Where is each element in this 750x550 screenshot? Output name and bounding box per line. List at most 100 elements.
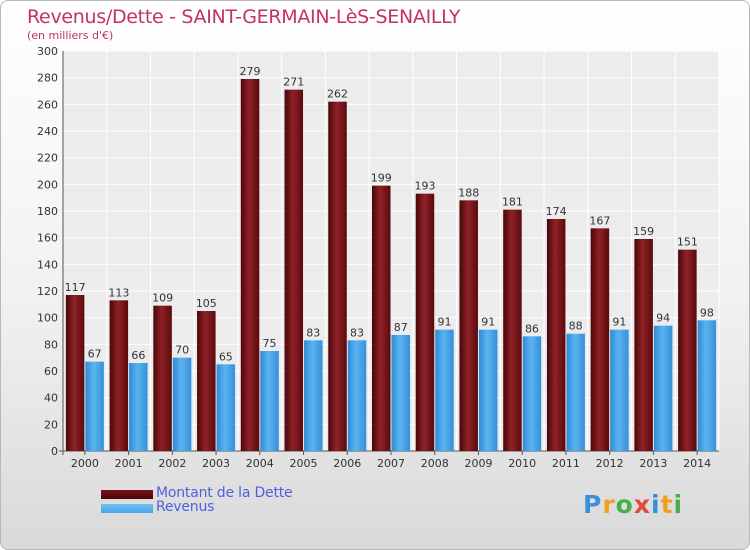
bar-dette <box>415 193 435 451</box>
data-label-dette: 188 <box>458 186 479 199</box>
legend-label-debt: Montant de la Dette <box>156 485 293 501</box>
data-label-dette: 167 <box>589 214 610 227</box>
y-tick-label: 20 <box>44 418 58 431</box>
data-label-revenus: 83 <box>306 326 320 339</box>
x-tick-label: 2011 <box>552 457 580 470</box>
y-tick-label: 200 <box>37 178 58 191</box>
x-tick-label: 2014 <box>683 457 711 470</box>
data-label-revenus: 91 <box>481 316 495 329</box>
y-tick-label: 80 <box>44 338 58 351</box>
bar-dette <box>590 228 610 451</box>
x-tick-label: 2005 <box>290 457 318 470</box>
bar-dette <box>197 311 216 451</box>
data-label-revenus: 87 <box>394 321 408 334</box>
bar-revenus <box>347 340 367 451</box>
data-label-dette: 262 <box>327 88 348 101</box>
bar-revenus <box>216 364 236 451</box>
x-tick-label: 2004 <box>246 457 274 470</box>
y-tick-label: 160 <box>37 232 58 245</box>
data-label-revenus: 83 <box>350 326 364 339</box>
data-label-dette: 151 <box>677 236 698 249</box>
y-tick-label: 280 <box>37 72 58 85</box>
bar-dette <box>546 219 566 451</box>
y-tick-label: 180 <box>37 205 58 218</box>
bar-dette <box>634 239 653 451</box>
x-tick-label: 2000 <box>71 457 99 470</box>
y-tick-label: 60 <box>44 365 58 378</box>
bar-revenus <box>566 333 585 451</box>
bar-revenus <box>129 363 148 451</box>
bar-revenus <box>653 325 673 451</box>
bar-dette <box>284 89 304 452</box>
bar-dette <box>503 209 522 451</box>
data-label-dette: 199 <box>371 172 392 185</box>
data-label-dette: 105 <box>196 297 217 310</box>
chart-subtitle: (en milliers d'€) <box>27 29 114 42</box>
y-tick-label: 300 <box>37 45 58 58</box>
logo-letter: i <box>673 490 684 519</box>
legend-swatch-revenus <box>101 504 153 513</box>
bar-revenus <box>304 340 323 451</box>
data-label-revenus: 67 <box>88 348 102 361</box>
logo-letter: r <box>602 490 616 519</box>
bar-dette <box>109 300 129 451</box>
data-label-dette: 117 <box>65 281 86 294</box>
proxiti-logo: Proxiti <box>583 490 683 519</box>
x-tick-label: 2007 <box>377 457 405 470</box>
data-label-dette: 174 <box>546 205 567 218</box>
bar-revenus <box>522 336 542 451</box>
x-tick-label: 2002 <box>158 457 186 470</box>
plot-area <box>63 51 719 451</box>
logo-letter: o <box>615 490 634 519</box>
data-label-dette: 113 <box>108 286 129 299</box>
bar-dette <box>65 295 85 451</box>
y-tick-label: 100 <box>37 312 58 325</box>
y-tick-label: 140 <box>37 258 58 271</box>
x-tick-label: 2006 <box>333 457 361 470</box>
data-label-dette: 279 <box>240 65 261 78</box>
bar-revenus <box>435 329 454 451</box>
bar-revenus <box>391 335 410 451</box>
y-tick-label: 240 <box>37 125 58 138</box>
bar-revenus <box>260 351 279 451</box>
y-tick-label: 120 <box>37 285 58 298</box>
x-tick-label: 2001 <box>115 457 143 470</box>
bar-dette <box>240 79 260 451</box>
bar-revenus <box>85 361 104 451</box>
bar-revenus <box>478 329 498 451</box>
data-label-dette: 109 <box>152 292 173 305</box>
data-label-revenus: 65 <box>219 350 233 363</box>
x-tick-label: 2012 <box>596 457 624 470</box>
logo-letter: P <box>583 490 603 519</box>
x-tick-label: 2003 <box>202 457 230 470</box>
data-label-dette: 159 <box>633 225 654 238</box>
bar-dette <box>459 200 478 451</box>
bar-dette <box>678 249 697 451</box>
x-tick-label: 2009 <box>464 457 492 470</box>
y-tick-label: 0 <box>51 445 58 458</box>
y-tick-label: 40 <box>44 392 58 405</box>
logo-letter: i <box>651 490 661 519</box>
data-label-revenus: 66 <box>131 349 145 362</box>
bar-revenus <box>697 320 717 451</box>
bar-dette <box>328 101 347 452</box>
legend-swatch-debt <box>101 490 153 499</box>
data-label-revenus: 91 <box>612 316 626 329</box>
bar-dette <box>153 305 172 451</box>
data-label-dette: 193 <box>414 180 435 193</box>
data-label-revenus: 86 <box>525 322 539 335</box>
chart-title: Revenus/Dette - SAINT-GERMAIN-LèS-SENAIL… <box>27 6 461 28</box>
data-label-dette: 181 <box>502 196 523 209</box>
x-tick-label: 2008 <box>421 457 449 470</box>
data-label-revenus: 88 <box>569 320 583 333</box>
data-label-revenus: 70 <box>175 344 189 357</box>
data-label-revenus: 91 <box>437 316 451 329</box>
data-label-revenus: 98 <box>700 306 714 319</box>
bar-revenus <box>172 357 192 451</box>
x-tick-label: 2013 <box>639 457 667 470</box>
bar-dette <box>372 185 391 451</box>
data-label-dette: 271 <box>283 76 304 89</box>
y-tick-label: 260 <box>37 98 58 111</box>
